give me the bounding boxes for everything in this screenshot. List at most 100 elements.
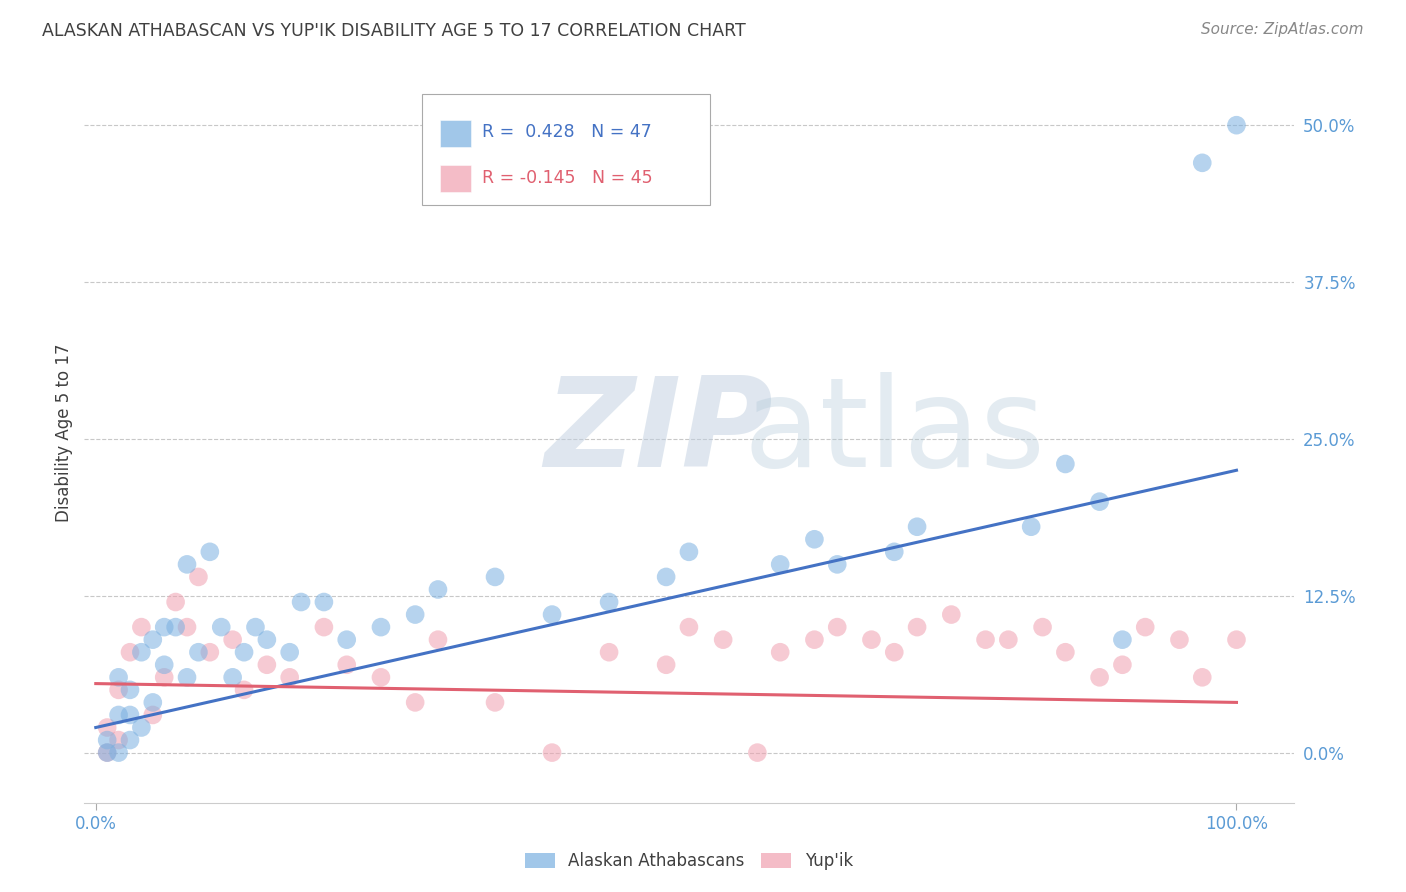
Point: [1054, 457, 1077, 471]
Point: [1135, 620, 1157, 634]
Point: [484, 570, 506, 584]
Point: [165, 620, 187, 634]
Point: [678, 620, 700, 634]
Point: [209, 620, 232, 634]
Point: [96, 733, 118, 747]
Point: [96, 746, 118, 760]
Y-axis label: Disability Age 5 to 17: Disability Age 5 to 17: [55, 343, 73, 522]
Point: [1225, 632, 1247, 647]
Point: [176, 558, 198, 572]
Point: [1019, 520, 1042, 534]
Point: [997, 632, 1019, 647]
Point: [541, 746, 564, 760]
Point: [1111, 657, 1133, 672]
Point: [278, 645, 301, 659]
Point: [198, 645, 221, 659]
Point: [96, 721, 118, 735]
Point: [107, 682, 129, 697]
Text: ZIP: ZIP: [544, 372, 772, 493]
Point: [312, 620, 335, 634]
Point: [598, 595, 620, 609]
Text: ALASKAN ATHABASCAN VS YUP'IK DISABILITY AGE 5 TO 17 CORRELATION CHART: ALASKAN ATHABASCAN VS YUP'IK DISABILITY …: [42, 22, 747, 40]
Point: [131, 620, 153, 634]
Text: R =  0.428   N = 47: R = 0.428 N = 47: [482, 123, 652, 141]
Point: [131, 645, 153, 659]
Point: [370, 620, 392, 634]
Point: [598, 645, 620, 659]
Point: [336, 657, 359, 672]
Point: [1088, 494, 1111, 508]
Point: [941, 607, 963, 622]
Point: [678, 545, 700, 559]
Point: [370, 670, 392, 684]
Point: [484, 695, 506, 709]
Point: [107, 670, 129, 684]
Point: [107, 733, 129, 747]
Point: [198, 545, 221, 559]
Point: [803, 533, 825, 547]
Text: R = -0.145   N = 45: R = -0.145 N = 45: [482, 169, 652, 186]
Point: [1111, 632, 1133, 647]
Point: [233, 645, 256, 659]
Point: [290, 595, 312, 609]
Point: [825, 558, 848, 572]
Point: [803, 632, 825, 647]
Point: [825, 620, 848, 634]
Point: [905, 520, 928, 534]
Point: [404, 607, 426, 622]
Point: [187, 570, 209, 584]
Point: [96, 746, 118, 760]
Legend: Alaskan Athabascans, Yup'ik: Alaskan Athabascans, Yup'ik: [519, 846, 859, 877]
Point: [974, 632, 997, 647]
Point: [883, 645, 905, 659]
Point: [142, 695, 165, 709]
Point: [256, 657, 278, 672]
Point: [1088, 670, 1111, 684]
Point: [153, 620, 176, 634]
Point: [1032, 620, 1054, 634]
Point: [107, 746, 129, 760]
Point: [1191, 670, 1213, 684]
Point: [176, 670, 198, 684]
Point: [118, 708, 141, 723]
Point: [221, 632, 243, 647]
Point: [427, 632, 450, 647]
Point: [1191, 156, 1213, 170]
Point: [187, 645, 209, 659]
Text: atlas: atlas: [744, 372, 1046, 493]
Point: [221, 670, 243, 684]
Point: [142, 708, 165, 723]
Point: [1225, 118, 1247, 132]
Point: [747, 746, 769, 760]
Text: Source: ZipAtlas.com: Source: ZipAtlas.com: [1201, 22, 1364, 37]
Point: [860, 632, 883, 647]
Point: [153, 670, 176, 684]
Point: [404, 695, 426, 709]
Point: [711, 632, 734, 647]
Point: [245, 620, 267, 634]
Point: [256, 632, 278, 647]
Point: [427, 582, 450, 597]
Point: [153, 657, 176, 672]
Point: [769, 645, 792, 659]
Point: [1168, 632, 1191, 647]
Point: [118, 645, 141, 659]
Point: [118, 682, 141, 697]
Point: [278, 670, 301, 684]
Point: [541, 607, 564, 622]
Point: [769, 558, 792, 572]
Point: [883, 545, 905, 559]
Point: [107, 708, 129, 723]
Point: [165, 595, 187, 609]
Point: [655, 570, 678, 584]
Point: [176, 620, 198, 634]
Point: [655, 657, 678, 672]
Point: [312, 595, 335, 609]
Point: [142, 632, 165, 647]
Point: [336, 632, 359, 647]
Point: [131, 721, 153, 735]
Point: [905, 620, 928, 634]
Point: [1054, 645, 1077, 659]
Point: [118, 733, 141, 747]
Point: [233, 682, 256, 697]
